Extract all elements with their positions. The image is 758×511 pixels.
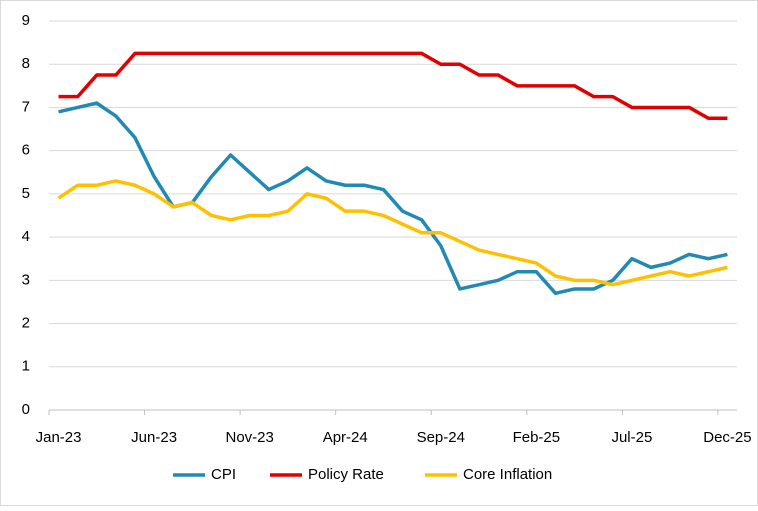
y-tick-label: 7 (22, 98, 30, 115)
x-tick-label: Sep-24 (417, 429, 465, 446)
x-tick-label: Jul-25 (611, 429, 652, 446)
legend-label: CPI (211, 466, 236, 483)
x-tick-label: Jan-23 (36, 429, 82, 446)
y-tick-label: 2 (22, 315, 30, 332)
x-tick-label: Apr-24 (323, 429, 368, 446)
series-line (58, 51, 728, 120)
y-tick-label: 1 (22, 358, 30, 375)
x-tick-label: Nov-23 (225, 429, 273, 446)
x-tick-label: Jun-23 (131, 429, 177, 446)
x-tick-label: Feb-25 (513, 429, 561, 446)
series-line (57, 179, 728, 287)
legend-label: Policy Rate (308, 466, 384, 483)
series-line (58, 101, 728, 296)
y-tick-label: 6 (22, 142, 30, 159)
y-tick-label: 4 (22, 228, 30, 245)
y-tick-label: 5 (22, 185, 30, 202)
y-tick-label: 3 (22, 271, 30, 288)
y-tick-label: 9 (22, 12, 30, 29)
legend-label: Core Inflation (463, 466, 552, 483)
x-tick-label: Dec-25 (703, 429, 751, 446)
y-tick-label: 0 (22, 401, 30, 418)
y-tick-label: 8 (22, 55, 30, 72)
